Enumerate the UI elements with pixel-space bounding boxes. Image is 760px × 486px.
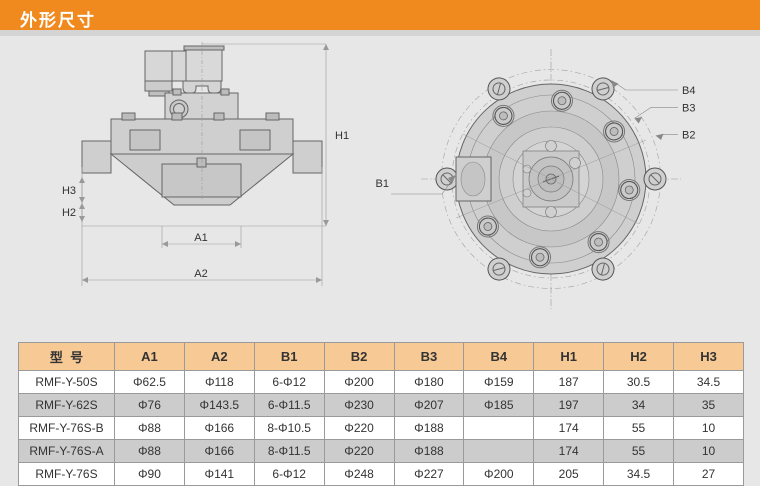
- svg-text:B2: B2: [682, 130, 695, 142]
- svg-text:H2: H2: [62, 207, 76, 219]
- svg-text:B4: B4: [682, 85, 695, 97]
- svg-text:A1: A1: [194, 232, 207, 244]
- svg-text:H3: H3: [62, 185, 76, 197]
- svg-text:H1: H1: [335, 130, 349, 142]
- svg-text:B1: B1: [376, 178, 389, 190]
- svg-text:B3: B3: [682, 102, 695, 114]
- svg-text:A2: A2: [194, 268, 207, 280]
